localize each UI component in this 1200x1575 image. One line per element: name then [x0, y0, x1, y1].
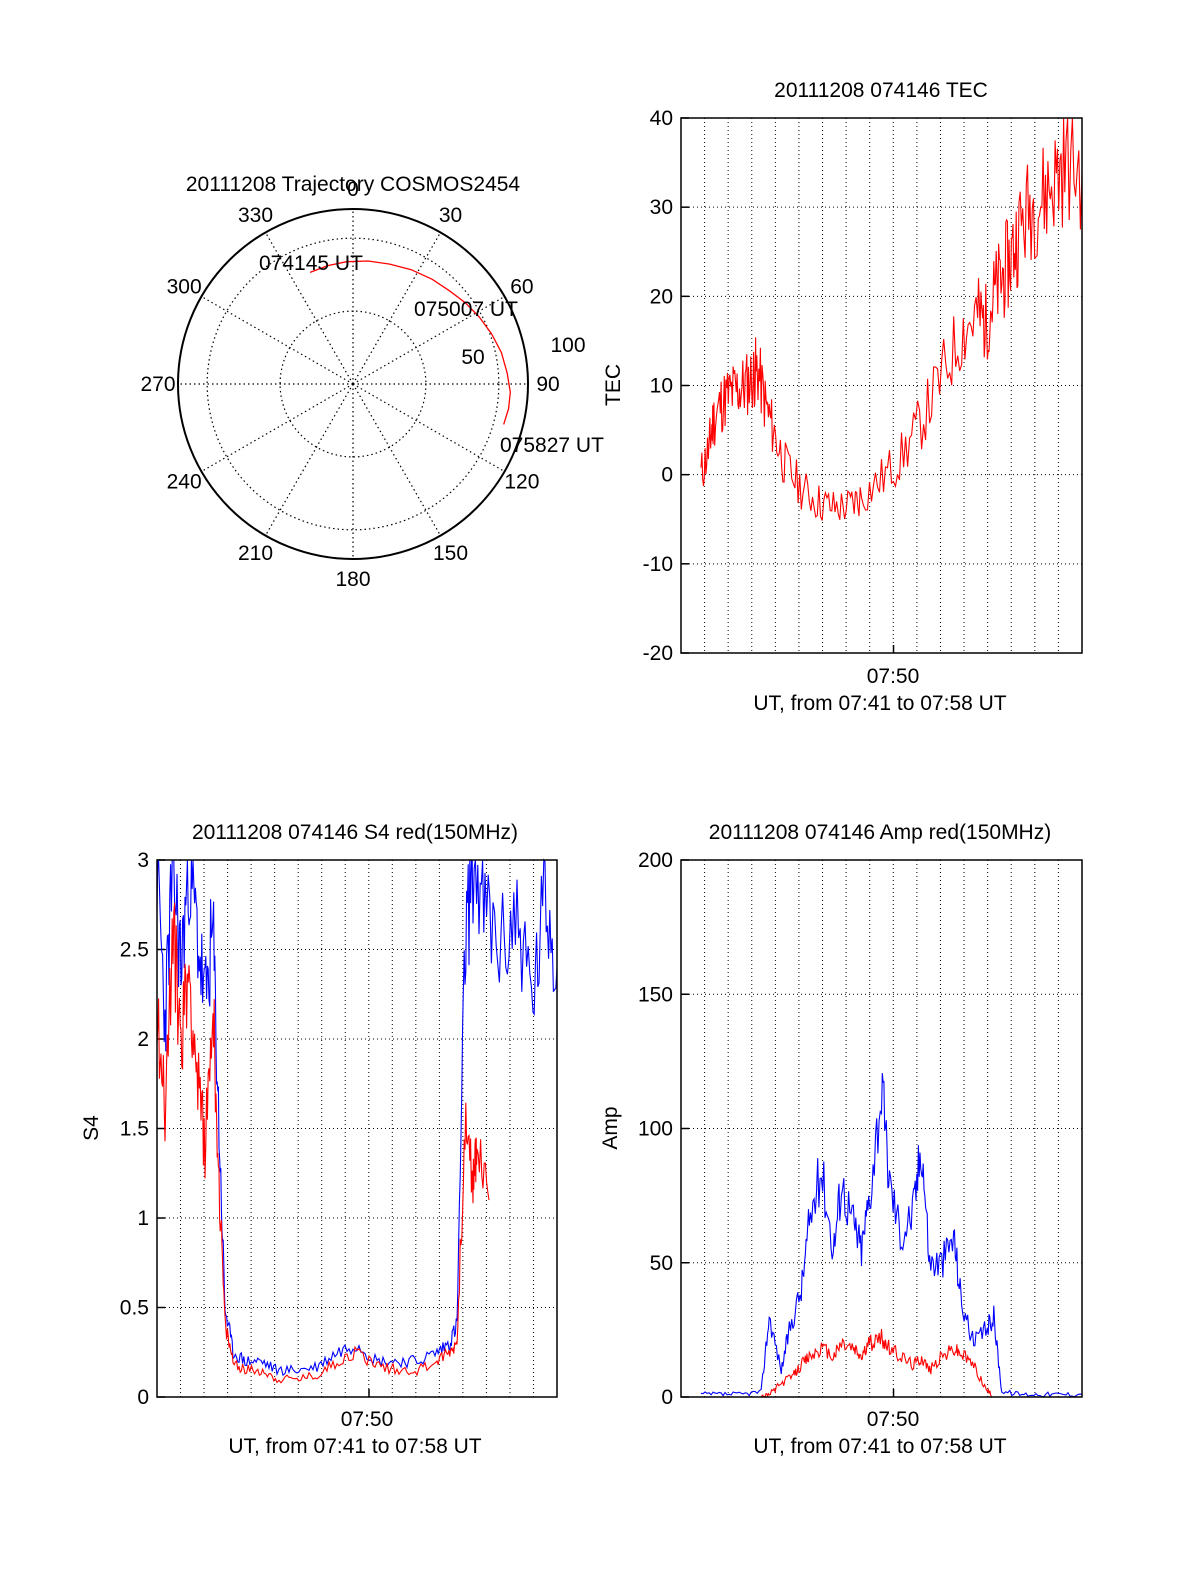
tec-x-label: UT, from 07:41 to 07:58 UT	[753, 692, 1006, 715]
y-tick-label: 0	[661, 1386, 673, 1409]
y-tick-label: 30	[650, 196, 673, 219]
polar-radial-label-100: 100	[550, 334, 585, 357]
tec-y-label: TEC	[602, 364, 625, 406]
polar-spoke	[352, 383, 505, 473]
red-series-line	[700, 117, 1083, 521]
red-series-line	[156, 903, 490, 1384]
s4-y-label: S4	[80, 1115, 103, 1141]
polar-angle-label: 30	[439, 204, 462, 227]
tec-x-tick-label: 07:50	[867, 665, 920, 688]
y-tick-label: 0	[137, 1386, 149, 1409]
s4-plot-frame	[156, 859, 558, 1398]
polar-angle-label: 60	[510, 276, 533, 299]
y-tick-label: 1	[137, 1207, 149, 1230]
polar-angle-label: 300	[167, 276, 202, 299]
y-tick-label: 3	[137, 849, 149, 872]
s4-grid	[157, 860, 557, 1397]
y-tick-label: 1.5	[120, 1118, 149, 1141]
y-tick-label: 40	[650, 107, 673, 130]
polar-spoke	[264, 383, 354, 536]
polar-end-label: 075827 UT	[500, 434, 604, 457]
s4-y-ticks: 0 0.5 1 1.5 2 2.5 3	[120, 849, 370, 1409]
polar-spoke	[352, 383, 442, 536]
polar-angle-label: 270	[140, 373, 175, 396]
polar-trajectory-panel: 20111208 Trajectory COSMOS2454 0 30 60 90 12…	[140, 173, 604, 591]
s4-x-label: UT, from 07:41 to 07:58 UT	[228, 1435, 481, 1458]
polar-angle-label: 210	[238, 542, 273, 565]
amp-grid	[681, 860, 1082, 1397]
amp-plot-frame	[680, 859, 1083, 1398]
polar-spoke	[201, 295, 354, 385]
polar-trajectory-line	[309, 260, 511, 425]
polar-angle-label: 330	[238, 204, 273, 227]
polar-radial-label-50: 50	[461, 346, 484, 369]
s4-x-tick-label: 07:50	[341, 1408, 394, 1431]
red-series-line	[760, 1328, 994, 1398]
tec-traces	[700, 117, 1083, 521]
polar-angle-label: 90	[536, 373, 559, 396]
amp-y-ticks: 0 50 100 150 200	[638, 849, 895, 1409]
polar-angle-labels: 0 30 60 90 120 150 180 210 240 270 300 330	[140, 178, 559, 591]
s4-panel: 20111208 074146 S4 red(150MHz) 0 0.5 1 1.5 2…	[80, 821, 558, 1458]
polar-mid-label: 075007 UT	[414, 298, 518, 321]
polar-angle-label: 150	[433, 542, 468, 565]
amp-traces	[700, 1073, 1083, 1398]
blue-series-line	[156, 858, 558, 1377]
y-tick-label: -20	[643, 642, 673, 665]
polar-angle-label: 240	[167, 471, 202, 494]
y-tick-label: 2	[137, 1028, 149, 1051]
tec-title: 20111208 074146 TEC	[774, 79, 988, 102]
tec-plot-frame	[680, 117, 1083, 654]
blue-series-line	[700, 1073, 1083, 1398]
y-tick-label: 2.5	[120, 939, 149, 962]
polar-title: 20111208 Trajectory COSMOS2454	[186, 173, 521, 196]
amp-panel: 20111208 074146 Amp red(150MHz) 0 50 100 15…	[599, 821, 1083, 1458]
polar-angle-label: 180	[335, 568, 370, 591]
amp-y-label: Amp	[599, 1106, 622, 1149]
s4-title: 20111208 074146 S4 red(150MHz)	[192, 821, 518, 844]
polar-angle-label: 0	[347, 178, 359, 201]
amp-x-label: UT, from 07:41 to 07:58 UT	[753, 1435, 1006, 1458]
polar-grid	[178, 209, 528, 559]
amp-title: 20111208 074146 Amp red(150MHz)	[709, 821, 1051, 844]
polar-range-ring-1	[206, 237, 500, 531]
y-tick-label: 20	[650, 285, 673, 308]
polar-spoke	[201, 383, 354, 473]
tec-y-ticks: -20 -10 0 10 20 30 40	[643, 107, 895, 665]
y-tick-label: -10	[643, 553, 673, 576]
y-tick-label: 10	[650, 375, 673, 398]
y-tick-label: 0.5	[120, 1297, 149, 1320]
y-tick-label: 200	[638, 849, 673, 872]
polar-outer-circle	[177, 208, 529, 560]
polar-angle-label: 120	[504, 471, 539, 494]
tec-grid	[681, 118, 1082, 653]
y-tick-label: 150	[638, 983, 673, 1006]
y-tick-label: 50	[650, 1252, 673, 1275]
y-tick-label: 100	[638, 1118, 673, 1141]
amp-x-tick-label: 07:50	[867, 1408, 920, 1431]
s4-traces	[156, 858, 558, 1384]
polar-start-label: 074145 UT	[259, 252, 363, 275]
y-tick-label: 0	[661, 464, 673, 487]
